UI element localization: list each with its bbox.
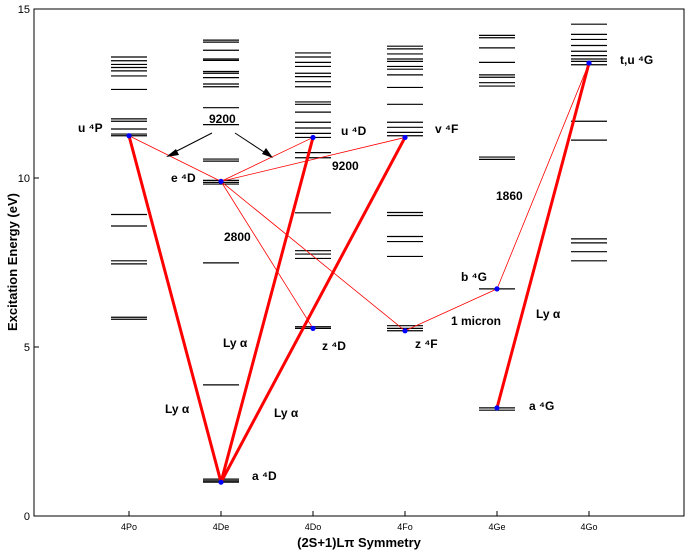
- term-label-z4D: z ⁴D: [322, 339, 346, 353]
- weak-transition-line: [220, 137, 314, 182]
- y-tick-label: 5: [24, 342, 30, 354]
- term-label-u4P: u ⁴P: [78, 121, 103, 135]
- wavelength-label-2800: 2800: [224, 230, 251, 244]
- weak-transition-line: [220, 137, 406, 182]
- transition-labels: Ly α Ly α Ly α Ly α 9200 9200 2800 1860 …: [165, 112, 561, 420]
- y-tick-label: 10: [18, 173, 30, 185]
- y-axis-ticks: 0 5 10 15: [18, 4, 39, 523]
- weak-transition-line: [220, 181, 406, 332]
- term-labels: u ⁴P e ⁴D u ⁴D v ⁴F t,u ⁴G z ⁴D z ⁴F b ⁴…: [78, 53, 653, 483]
- x-tick-label: 4De: [213, 522, 230, 532]
- x-axis-categories: 4Po 4De 4Do 4Fo 4Ge 4Go: [121, 511, 598, 532]
- level-point: [218, 479, 224, 485]
- level-point: [310, 325, 316, 332]
- y-axis-title: Excitation Energy (eV): [5, 193, 20, 331]
- term-label-a4D: a ⁴D: [252, 469, 277, 483]
- energy-levels: [111, 23, 607, 483]
- level-point: [494, 286, 500, 292]
- level-point: [126, 133, 132, 139]
- weak-transition-line: [496, 62, 590, 290]
- x-tick-label: 4Ge: [488, 522, 505, 532]
- strong-transitions: [127, 62, 591, 483]
- strong-transition-line: [495, 62, 591, 409]
- plot-frame: [33, 8, 685, 517]
- level-point: [218, 178, 224, 184]
- transition-endpoints: [126, 60, 592, 485]
- lya-label-4Go: Ly α: [536, 307, 561, 321]
- wavelength-label-9200-a: 9200: [209, 112, 236, 126]
- lya-label-4Fo: Ly α: [274, 406, 299, 420]
- x-tick-label: 4Fo: [397, 522, 413, 532]
- strong-transition-line: [219, 136, 407, 483]
- term-label-a4G: a ⁴G: [529, 399, 554, 413]
- level-point: [402, 134, 408, 141]
- level-point: [494, 405, 500, 411]
- term-label-v4F: v ⁴F: [435, 122, 458, 136]
- strong-transition-line: [219, 137, 315, 483]
- y-tick-label: 0: [24, 511, 30, 523]
- y-tick-label: 15: [18, 4, 30, 16]
- wavelength-label-9200-b: 9200: [332, 159, 359, 173]
- strong-transition-line: [127, 135, 223, 483]
- term-label-b4G: b ⁴G: [461, 270, 487, 284]
- level-point: [402, 328, 408, 334]
- lya-label-4Po: Ly α: [165, 402, 190, 416]
- weak-transitions: [128, 62, 590, 332]
- x-axis-title: (2S+1)Lπ Symmetry: [297, 535, 422, 550]
- term-label-tu4G: t,u ⁴G: [620, 53, 653, 67]
- wavelength-label-1micron: 1 micron: [451, 314, 501, 328]
- term-label-u4D: u ⁴D: [341, 124, 367, 138]
- term-label-e4D: e ⁴D: [171, 171, 196, 185]
- weak-transition-line: [404, 288, 498, 332]
- weak-transition-line: [220, 181, 314, 329]
- level-point: [310, 134, 316, 141]
- x-tick-label: 4Go: [580, 522, 597, 532]
- weak-transition-line: [128, 135, 222, 182]
- term-label-z4F: z ⁴F: [415, 337, 438, 351]
- wavelength-label-1860: 1860: [496, 189, 523, 203]
- lya-label-4Do: Ly α: [223, 336, 248, 350]
- x-tick-label: 4Do: [305, 522, 322, 532]
- double-arrow: [166, 132, 273, 158]
- x-tick-label: 4Po: [121, 522, 137, 532]
- level-point: [586, 60, 592, 66]
